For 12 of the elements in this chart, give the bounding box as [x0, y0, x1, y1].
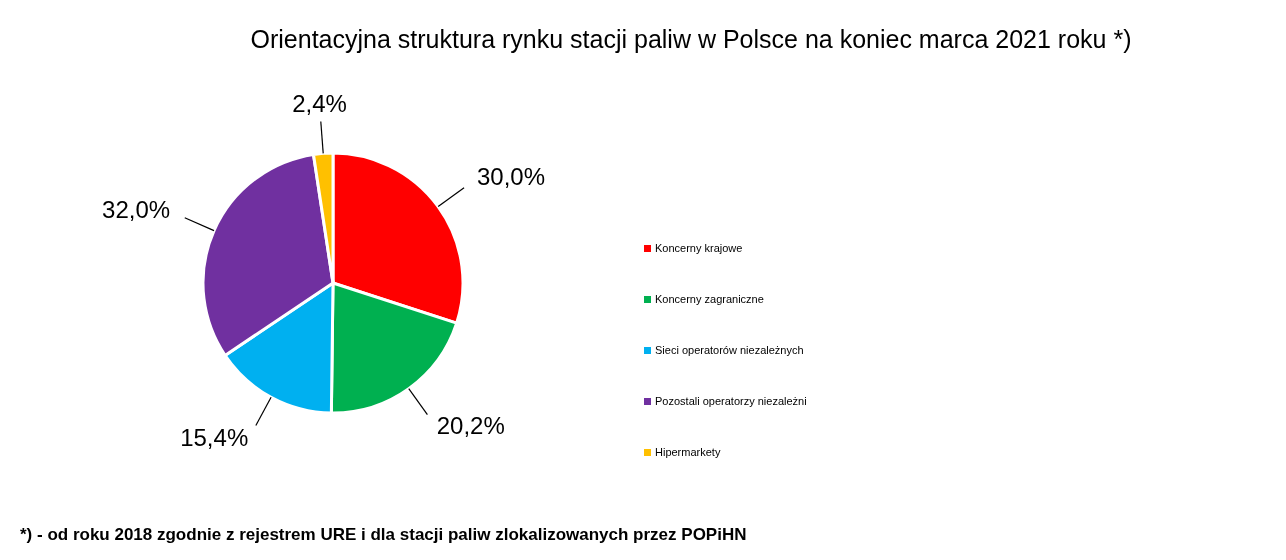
text: *) - od roku 2018 zgodnie z rejestrem URE i dla stacji paliw zlokalizowanych przez POPiHN: [20, 525, 747, 544]
data-label: 2,4%: [292, 89, 347, 117]
legend-label: Sieci operatorów niezależnych: [655, 343, 804, 356]
legend-label: Koncerny krajowe: [655, 241, 743, 254]
chart-title: Orientacyjna struktura rynku stacji paliw w Polsce na koniec marca 2021 roku *): [250, 25, 1132, 53]
data-label: 32,0%: [102, 195, 171, 223]
data-label: 15,4%: [180, 423, 249, 451]
data-label: 30,0%: [477, 162, 546, 190]
legend-label: Koncerny zagraniczne: [655, 292, 764, 305]
legend-label: Pozostali operatorzy niezależni: [655, 394, 807, 407]
legend-label: Hipermarkety: [655, 445, 721, 458]
data-label: 20,2%: [436, 412, 505, 439]
